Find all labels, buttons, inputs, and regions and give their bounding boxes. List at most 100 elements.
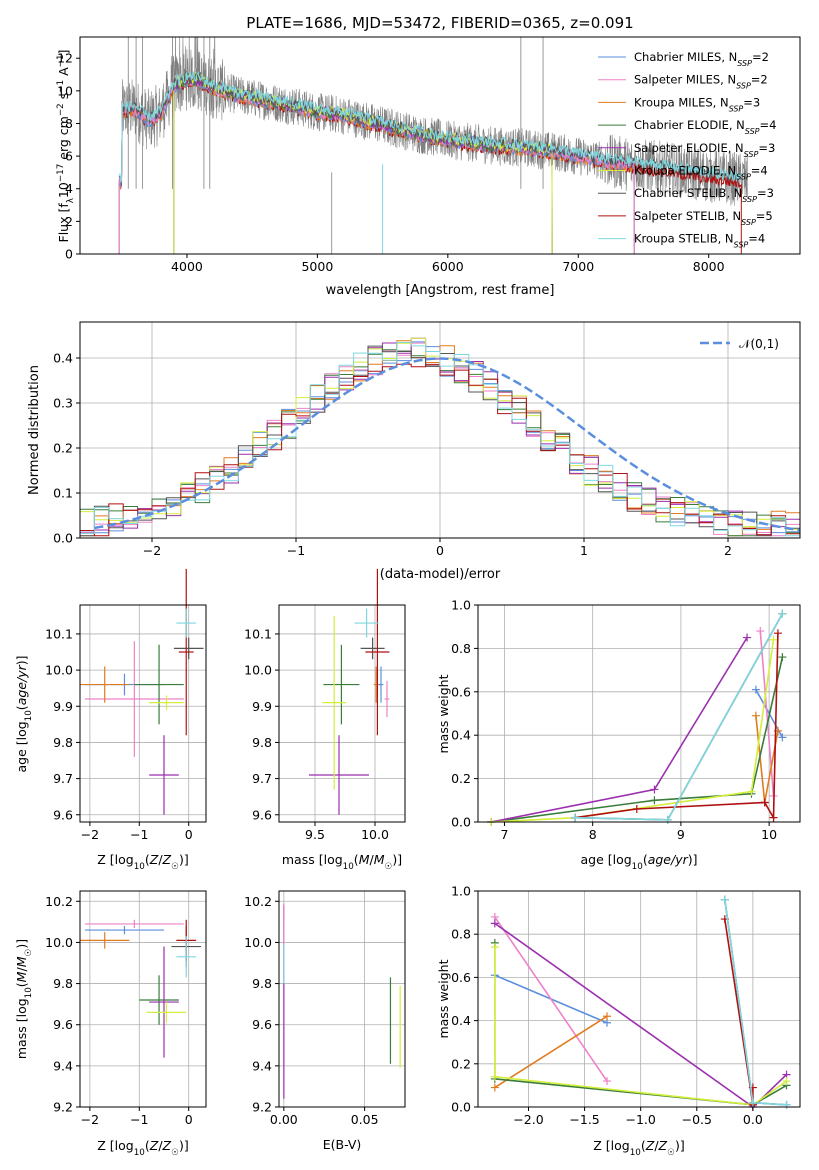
x-axis-label-part: ( xyxy=(145,1138,150,1153)
x-tick-label: 4000 xyxy=(171,259,203,274)
x-axis-label-part: / xyxy=(654,1138,659,1153)
legend-nssp-sub: SSP xyxy=(745,127,760,136)
x-tick-label: 10 xyxy=(761,827,777,842)
y-tick-label: 0.2 xyxy=(451,1056,471,1071)
x-tick-label: 6000 xyxy=(432,259,464,274)
legend-name: Salpeter MILES xyxy=(634,73,720,87)
legend-nssp-sub: SSP xyxy=(744,149,759,158)
x-tick-label: 9 xyxy=(677,827,685,842)
x-tick-label: −1 xyxy=(287,543,305,558)
x-axis-label-part: ☉ xyxy=(171,862,179,872)
y-tick-label: 10.2 xyxy=(45,894,73,909)
weight-marker xyxy=(650,796,659,805)
weight-marker xyxy=(782,1077,791,1086)
x-axis-label-part: log xyxy=(613,852,632,867)
weight-line xyxy=(724,899,787,1106)
axes-frame xyxy=(278,604,406,823)
x-axis-label: mass [log10(M/M☉)] xyxy=(282,852,402,872)
legend-nssp-value: =3 xyxy=(743,95,760,109)
weight-marker xyxy=(778,609,787,618)
x-tick-label: 1 xyxy=(580,543,588,558)
y-axis-label-part: mass [ xyxy=(14,1017,29,1059)
x-axis-label-part: ( xyxy=(643,852,648,867)
y-tick-label: 0.2 xyxy=(53,441,73,456)
legend-nssp-sub: SSP xyxy=(734,240,749,249)
y-axis-label-part: −1 xyxy=(56,54,66,67)
x-axis-label-part: Z [ xyxy=(97,852,114,867)
x-axis-label-part: )] xyxy=(392,852,402,867)
weight-line xyxy=(724,899,787,1106)
y-axis-label-part: −1 xyxy=(56,80,66,93)
age-Z-panel: −2 −1 09.69.79.89.910.010.1Z [log10(Z/Z☉)]… xyxy=(14,568,207,872)
y-axis-label-part: −17 xyxy=(56,164,66,182)
residuals-panel: −2 −1 0 1 2 0.0 0.1 0.2 0.3 0.4 (data-model)/error… xyxy=(27,321,801,582)
y-tick-label: 0.1 xyxy=(53,486,73,501)
y-tick-label: 1.0 xyxy=(451,598,471,613)
x-tick-label: 10.0 xyxy=(361,827,389,842)
y-tick-label: 9.9 xyxy=(53,699,73,714)
weight-marker xyxy=(720,895,729,904)
y-tick-label: 9.8 xyxy=(252,735,272,750)
x-tick-label: 8000 xyxy=(693,259,725,274)
x-tick-label: −0.5 xyxy=(682,1112,712,1127)
y-tick-label: 6 xyxy=(65,149,73,164)
x-axis-label: Z [log10(Z/Z☉)] xyxy=(593,1138,685,1158)
x-axis-label-part: )] xyxy=(179,852,189,867)
legend-nssp-sub: SSP xyxy=(736,172,751,181)
y-axis-label-part: log xyxy=(14,998,29,1017)
legend-nssp-value: =2 xyxy=(751,73,768,87)
x-axis-label: Z [log10(Z/Z☉)] xyxy=(97,852,189,872)
y-axis-label: Flux [fλ10−17 erg cm−2 s−1 A−1] xyxy=(56,50,76,243)
y-axis-label-part: 10 xyxy=(56,182,71,198)
weight-marker xyxy=(769,635,778,644)
model-spectrum-line xyxy=(118,75,635,254)
legend-name: Salpeter STELIB xyxy=(634,209,725,223)
legend-nssp-value: =4 xyxy=(748,232,765,246)
y-tick-label: 9.6 xyxy=(53,1017,73,1032)
x-tick-label: 0.0 xyxy=(743,1112,763,1127)
legend-nssp-sub: SSP xyxy=(729,104,744,113)
weight-line xyxy=(494,947,787,1106)
x-tick-label: −1.0 xyxy=(626,1112,656,1127)
weight-marker xyxy=(650,785,659,794)
y-axis-label: mass weight xyxy=(436,674,451,753)
legend-nssp-prefix: , N xyxy=(728,141,744,155)
weight-marker xyxy=(747,787,756,796)
x-axis-label-part: M xyxy=(374,852,385,867)
weight-age-marks xyxy=(487,609,787,826)
x-axis-label: age [log10(age/yr)] xyxy=(580,852,697,872)
age-Z-marks xyxy=(80,568,204,815)
legend-name: Salpeter ELODIE xyxy=(634,141,728,155)
x-axis-label-part: / xyxy=(158,852,163,867)
y-axis-label-part: )] xyxy=(14,939,29,949)
x-tick-label: 0 xyxy=(436,543,444,558)
x-tick-label: −2.0 xyxy=(513,1112,543,1127)
weight-line xyxy=(494,1015,608,1089)
legend-label: Salpeter ELODIE, NSSP=3 xyxy=(634,141,775,159)
y-axis-label-part: ] xyxy=(56,50,71,55)
legend-nssp-prefix: , N xyxy=(726,186,742,200)
y-tick-label: 0.8 xyxy=(451,641,471,656)
y-tick-label: 0.0 xyxy=(451,1100,471,1115)
axes-frame xyxy=(79,604,207,823)
weight-line xyxy=(491,637,748,823)
mass-ebv-panel: 0.00 0.05 9.2 9.4 9.6 9.8 10.0 10.2 E(B-V) xyxy=(244,890,406,1152)
legend-nssp-value: =3 xyxy=(758,141,775,155)
y-axis-label: Normed distribution xyxy=(27,365,42,495)
y-tick-label: 1.0 xyxy=(451,884,471,899)
y-axis-label-part: 10 xyxy=(24,710,34,721)
x-axis-label-part: ☉ xyxy=(385,862,393,872)
x-axis-label-part: age [ xyxy=(580,852,612,867)
x-axis-label-part: age/yr xyxy=(648,852,689,867)
weight-marker xyxy=(778,653,787,662)
legend-nssp-prefix: , N xyxy=(725,209,741,223)
weight-line xyxy=(494,916,608,1082)
x-axis-label-part: / xyxy=(158,1138,163,1153)
model-spectrum-line xyxy=(118,71,742,183)
y-axis-label-part: age [ xyxy=(14,740,29,772)
legend-label: 𝒩(0,1) xyxy=(739,337,779,351)
y-tick-label: 10.2 xyxy=(244,894,272,909)
weight-line xyxy=(491,656,784,823)
